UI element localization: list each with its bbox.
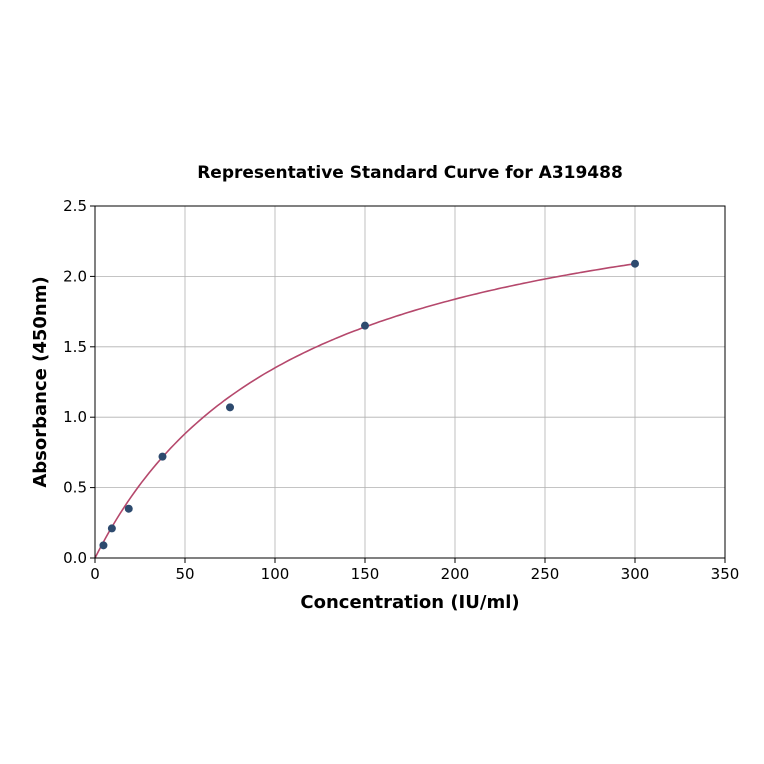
y-tick-label: 2.0 <box>63 267 87 285</box>
y-tick-label: 1.0 <box>63 408 87 426</box>
x-tick-label: 50 <box>175 565 194 583</box>
y-tick-label: 2.5 <box>63 197 87 215</box>
data-point <box>124 504 133 513</box>
x-tick-label: 100 <box>261 565 290 583</box>
y-tick-label: 1.5 <box>63 338 87 356</box>
data-point <box>99 541 108 550</box>
x-tick-label: 300 <box>621 565 650 583</box>
y-axis-ticks: 0.0 0.5 1.0 1.5 2.0 2.5 <box>63 197 95 567</box>
y-tick-label: 0.5 <box>63 479 87 497</box>
data-points <box>99 259 639 550</box>
x-axis-label: Concentration (IU/ml) <box>300 592 519 613</box>
x-tick-label: 350 <box>711 565 740 583</box>
x-tick-label: 150 <box>351 565 380 583</box>
y-axis-label: Absorbance (450nm) <box>30 276 51 487</box>
data-point <box>631 259 639 268</box>
data-point <box>158 452 167 461</box>
data-point <box>361 321 369 330</box>
x-tick-label: 250 <box>531 565 560 583</box>
grid <box>94 205 726 559</box>
y-tick-label: 0.0 <box>63 549 87 567</box>
x-axis-ticks: 0 50 100 150 200 250 300 350 <box>90 558 739 583</box>
x-tick-label: 0 <box>90 565 100 583</box>
chart-title: Representative Standard Curve for A31948… <box>197 163 623 183</box>
plot-frame <box>94 205 726 559</box>
data-point <box>107 524 116 533</box>
data-point <box>226 403 234 412</box>
x-tick-label: 200 <box>441 565 470 583</box>
